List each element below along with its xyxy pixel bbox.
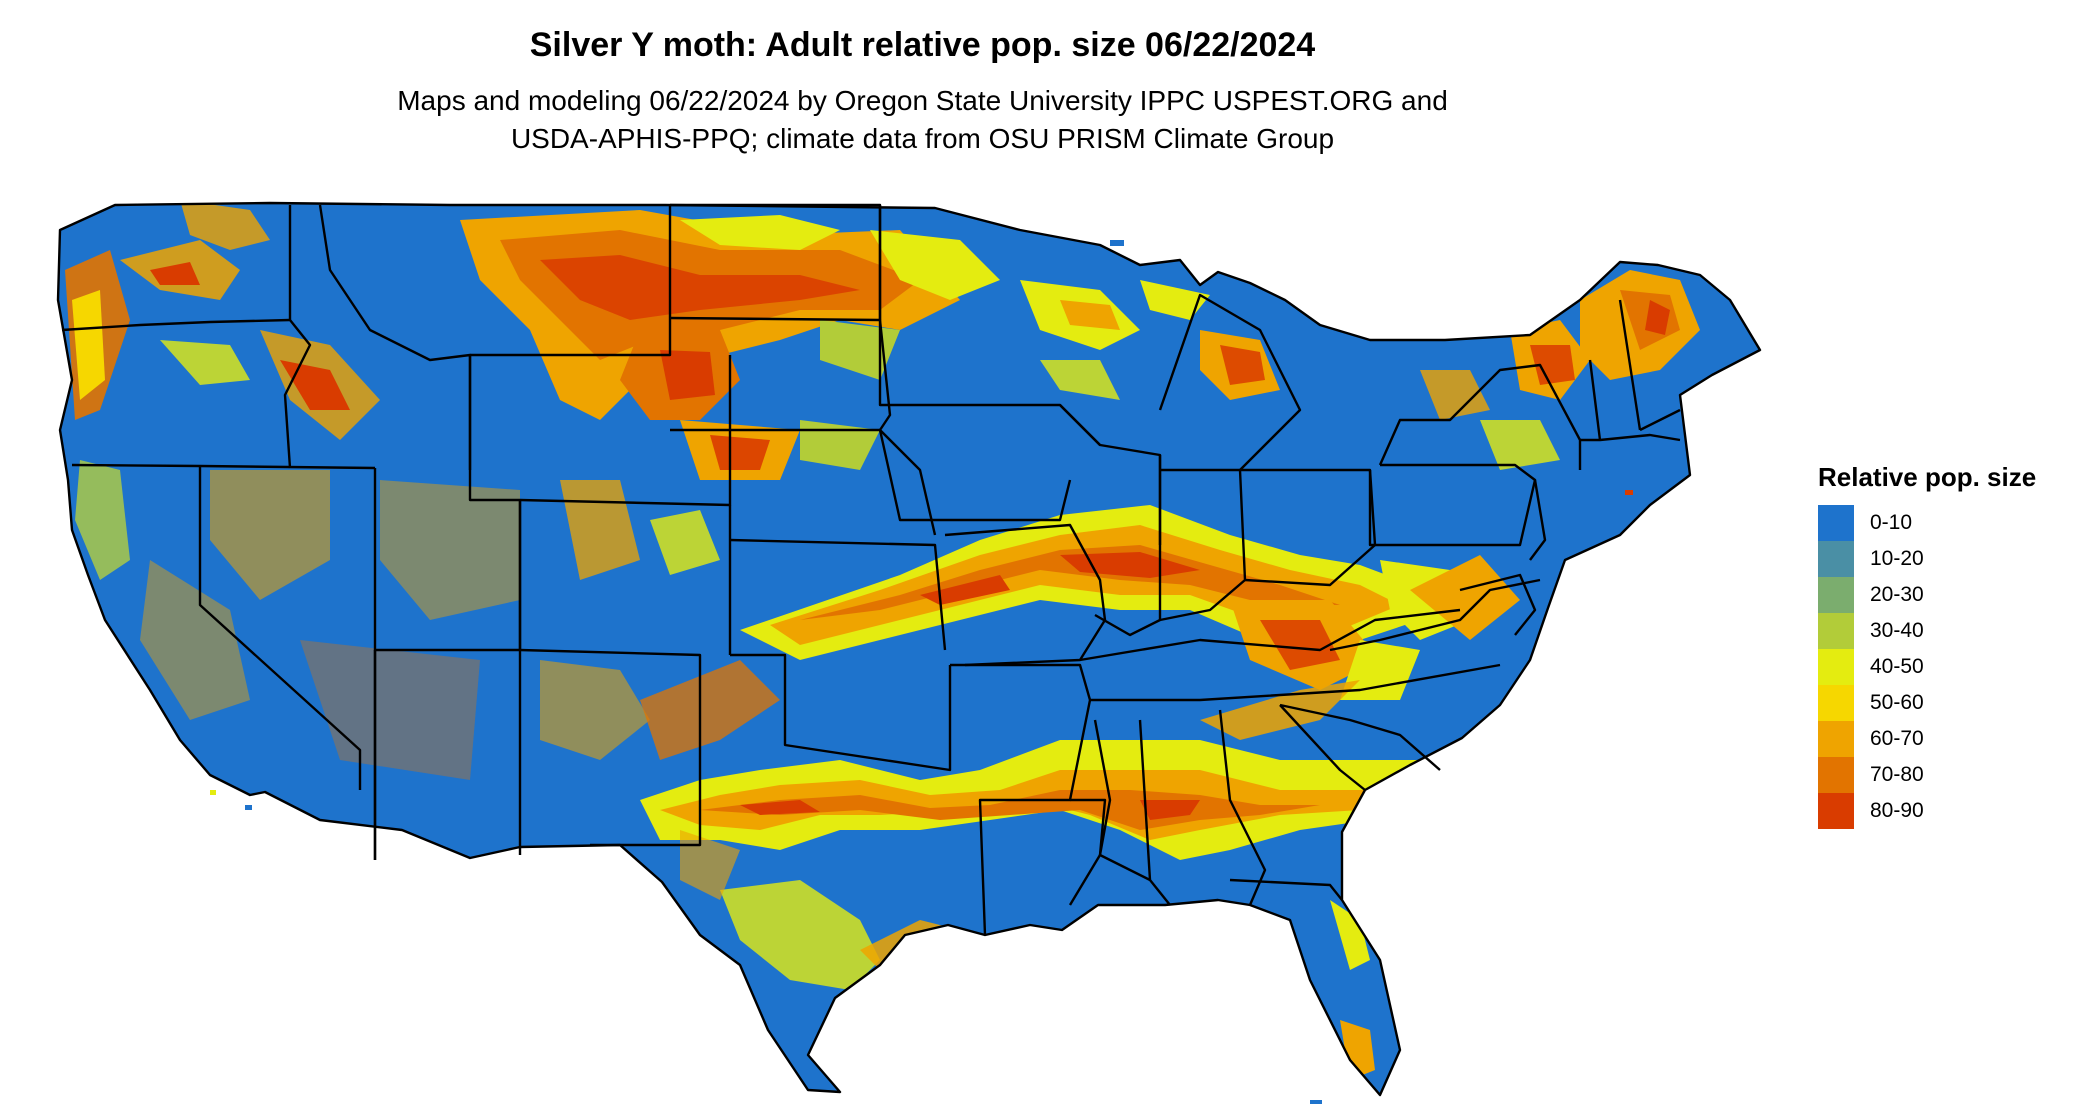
legend-label: 70-80: [1870, 763, 1924, 786]
us-population-map: [56, 201, 1762, 1104]
legend-item: 50-60: [1818, 685, 2036, 721]
legend-label: 80-90: [1870, 799, 1924, 822]
legend-item: 40-50: [1818, 649, 2036, 685]
state-borders: [56, 201, 1762, 1097]
legend-swatch: [1818, 649, 1854, 685]
legend-item: 60-70: [1818, 721, 2036, 757]
legend-item: 30-40: [1818, 613, 2036, 649]
map-title: Silver Y moth: Adult relative pop. size …: [529, 26, 1316, 64]
legend-label: 50-60: [1870, 691, 1924, 714]
legend-item: 20-30: [1818, 577, 2036, 613]
legend-item: 70-80: [1818, 757, 2036, 793]
legend-swatch: [1818, 721, 1854, 757]
subtitle-line-1: Maps and modeling 06/22/2024 by Oregon S…: [397, 85, 1448, 116]
offshore-islands: [210, 240, 1633, 1104]
legend-title: Relative pop. size: [1818, 462, 2037, 492]
relative-pop-size-surface: [58, 203, 1760, 1095]
subtitle-line-2: USDA-APHIS-PPQ; climate data from OSU PR…: [510, 123, 1335, 154]
legend-swatch: [1818, 577, 1854, 613]
legend-item: 80-90: [1818, 793, 2036, 829]
legend-swatch: [1818, 757, 1854, 793]
legend-swatch: [1818, 685, 1854, 721]
legend-swatch: [1818, 541, 1854, 577]
map-subtitle: Maps and modeling 06/22/2024 by Oregon S…: [0, 82, 1845, 158]
legend-item: 10-20: [1818, 541, 2036, 577]
legend-label: 30-40: [1870, 619, 1924, 642]
legend-swatch: [1818, 505, 1854, 541]
legend-label: 10-20: [1870, 547, 1924, 570]
legend-swatch: [1818, 613, 1854, 649]
legend-label: 20-30: [1870, 583, 1924, 606]
legend-label: 40-50: [1870, 655, 1924, 678]
legend-item: 0-10: [1818, 505, 2036, 541]
map-legend: Relative pop. size 0-10 10-20 20-30 30-4…: [1818, 462, 2036, 829]
legend-label: 60-70: [1870, 727, 1924, 750]
legend-swatch: [1818, 793, 1854, 829]
legend-label: 0-10: [1870, 511, 1913, 534]
